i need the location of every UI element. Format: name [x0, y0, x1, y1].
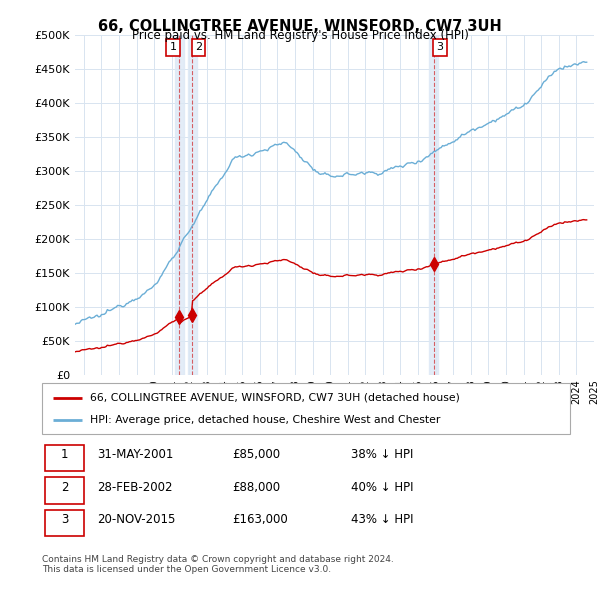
- Text: 31-MAY-2001: 31-MAY-2001: [97, 448, 174, 461]
- FancyBboxPatch shape: [42, 384, 570, 434]
- Text: 43% ↓ HPI: 43% ↓ HPI: [351, 513, 413, 526]
- Text: £163,000: £163,000: [232, 513, 288, 526]
- Text: 2: 2: [61, 481, 68, 494]
- Bar: [430, 35, 438, 375]
- Text: 3: 3: [61, 513, 68, 526]
- Text: £85,000: £85,000: [232, 448, 280, 461]
- Text: 66, COLLINGTREE AVENUE, WINSFORD, CW7 3UH: 66, COLLINGTREE AVENUE, WINSFORD, CW7 3U…: [98, 19, 502, 34]
- FancyBboxPatch shape: [44, 477, 84, 504]
- Text: 1: 1: [61, 448, 68, 461]
- Text: 2: 2: [195, 42, 202, 52]
- FancyBboxPatch shape: [44, 445, 84, 471]
- Text: £88,000: £88,000: [232, 481, 280, 494]
- FancyBboxPatch shape: [44, 510, 84, 536]
- Text: 38% ↓ HPI: 38% ↓ HPI: [351, 448, 413, 461]
- Text: 28-FEB-2002: 28-FEB-2002: [97, 481, 173, 494]
- Text: 40% ↓ HPI: 40% ↓ HPI: [351, 481, 413, 494]
- Text: 1: 1: [169, 42, 176, 52]
- Text: HPI: Average price, detached house, Cheshire West and Chester: HPI: Average price, detached house, Ches…: [89, 415, 440, 425]
- Text: Contains HM Land Registry data © Crown copyright and database right 2024.
This d: Contains HM Land Registry data © Crown c…: [42, 555, 394, 574]
- Text: 20-NOV-2015: 20-NOV-2015: [97, 513, 176, 526]
- Text: 66, COLLINGTREE AVENUE, WINSFORD, CW7 3UH (detached house): 66, COLLINGTREE AVENUE, WINSFORD, CW7 3U…: [89, 392, 460, 402]
- Text: 3: 3: [436, 42, 443, 52]
- Text: Price paid vs. HM Land Registry's House Price Index (HPI): Price paid vs. HM Land Registry's House …: [131, 30, 469, 42]
- Bar: [175, 35, 184, 375]
- Bar: [188, 35, 197, 375]
